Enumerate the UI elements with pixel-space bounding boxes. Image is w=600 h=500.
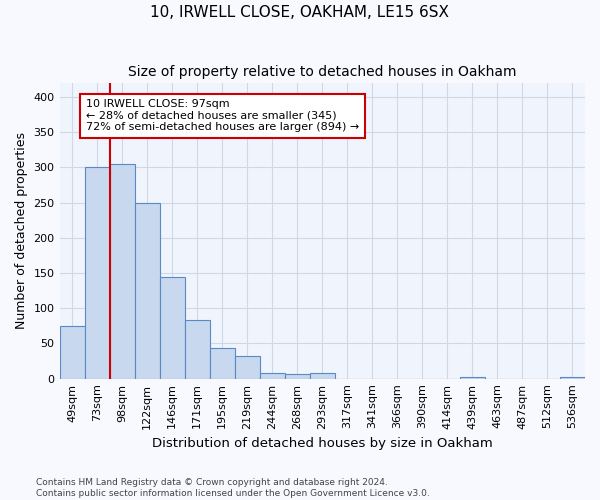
X-axis label: Distribution of detached houses by size in Oakham: Distribution of detached houses by size … bbox=[152, 437, 493, 450]
Text: 10, IRWELL CLOSE, OAKHAM, LE15 6SX: 10, IRWELL CLOSE, OAKHAM, LE15 6SX bbox=[151, 5, 449, 20]
Bar bbox=[209, 348, 235, 378]
Bar bbox=[134, 202, 160, 378]
Bar bbox=[235, 356, 260, 378]
Title: Size of property relative to detached houses in Oakham: Size of property relative to detached ho… bbox=[128, 65, 517, 79]
Bar bbox=[85, 168, 110, 378]
Y-axis label: Number of detached properties: Number of detached properties bbox=[15, 132, 28, 330]
Text: 10 IRWELL CLOSE: 97sqm
← 28% of detached houses are smaller (345)
72% of semi-de: 10 IRWELL CLOSE: 97sqm ← 28% of detached… bbox=[86, 99, 359, 132]
Bar bbox=[260, 373, 285, 378]
Bar bbox=[59, 326, 85, 378]
Bar bbox=[110, 164, 134, 378]
Bar bbox=[160, 276, 185, 378]
Bar bbox=[185, 320, 209, 378]
Bar bbox=[310, 373, 335, 378]
Text: Contains HM Land Registry data © Crown copyright and database right 2024.
Contai: Contains HM Land Registry data © Crown c… bbox=[36, 478, 430, 498]
Bar bbox=[285, 374, 310, 378]
